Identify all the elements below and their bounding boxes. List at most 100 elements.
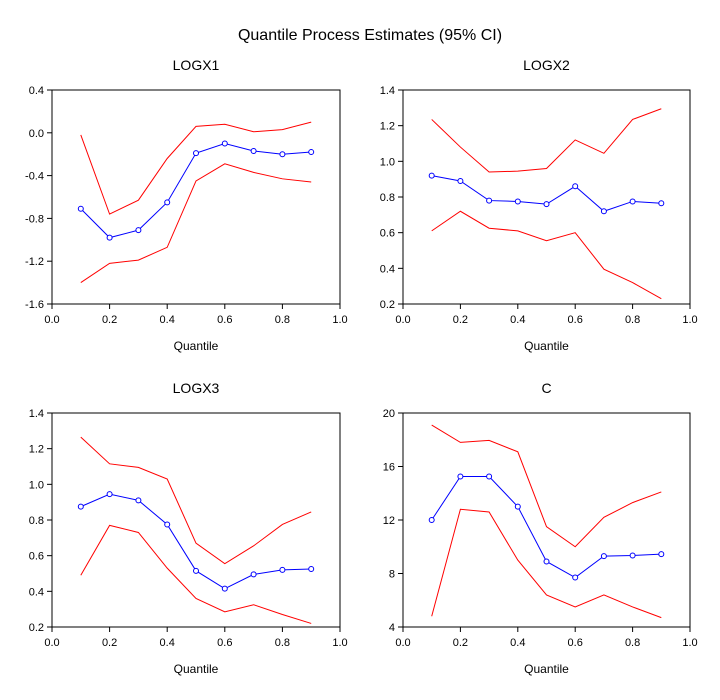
x-tick-label: 0.6 [568,637,583,649]
y-tick-label: 4 [389,622,395,634]
estimate-point [193,150,199,157]
x-tick-label: 0.2 [453,314,468,326]
y-tick-label: 1.4 [29,408,44,420]
x-tick-label: 0.4 [160,314,175,326]
x-tick-label: 0.0 [395,314,410,326]
panel-logx1: LOGX1 Quantile 0.0 0.2 0.4 0.6 0.8 1.0 -1.6 -1.2 -… [25,57,348,353]
y-tick-label: 0.8 [29,515,44,527]
x-tick-label: 0.0 [44,637,59,649]
y-tick-label: 0.0 [29,128,44,140]
panel-title: LOGX1 [173,57,220,73]
x-tick-label: 0.8 [625,637,640,649]
estimate-point [543,558,550,565]
estimate-point [428,172,435,179]
x-tick-label: 0.6 [217,637,232,649]
x-tick-label: 0.4 [510,314,525,326]
estimate-point [164,199,171,206]
y-tick-label: 0.4 [380,263,395,275]
panel-title: LOGX3 [173,380,220,396]
estimate-point [77,205,84,212]
upper-line [80,436,312,565]
estimate-point [658,551,665,558]
upper-line [431,108,662,173]
y-tick-label: 16 [383,462,395,474]
y-tick-label: 0.6 [380,228,395,240]
estimate-point [193,567,199,574]
estimate-point [106,491,113,498]
estimate-point [658,200,665,207]
upper-line [80,121,312,215]
x-axis-label: Quantile [524,662,569,676]
x-tick-label: 1.0 [682,314,697,326]
estimate-point [514,198,521,205]
estimate-point [106,234,113,241]
estimate-point [279,566,286,573]
x-tick-label: 0.6 [217,314,232,326]
panel-title: C [541,380,551,396]
estimate-point [457,177,464,184]
panel-title: LOGX2 [523,57,570,73]
x-axis-label: Quantile [524,339,569,353]
lower-line [80,163,312,284]
estimate-point [600,208,607,215]
panel-c: C Quantile 0.0 0.2 0.4 0.6 0.8 1.0 4 8 12 16 20 [383,380,698,676]
estimate-point [250,571,257,578]
x-tick-label: 0.6 [568,314,583,326]
estimate-point [600,553,607,560]
estimate-point [514,503,521,510]
estimate-point [221,585,228,592]
x-tick-label: 0.8 [275,637,290,649]
upper-line [431,424,662,548]
estimate-point [135,227,142,234]
estimate-line [80,493,312,590]
lower-line [431,210,662,300]
y-tick-label: 0.4 [29,586,44,598]
plot-frame [402,89,691,305]
y-tick-label: 0.4 [29,85,44,97]
y-tick-label: -0.4 [25,171,44,183]
estimate-point [486,197,493,204]
x-axis-label: Quantile [174,339,219,353]
estimate-point [308,149,315,156]
x-tick-label: 0.2 [102,637,117,649]
y-tick-label: 12 [383,515,395,527]
x-tick-label: 1.0 [332,314,347,326]
y-tick-label: 1.4 [380,85,395,97]
y-tick-label: 1.0 [29,479,44,491]
x-tick-label: 0.8 [625,314,640,326]
estimate-point [457,473,464,480]
estimate-point [250,147,257,154]
x-tick-label: 1.0 [332,637,347,649]
estimate-point [77,503,84,510]
estimate-line [80,142,312,239]
estimate-point [572,574,579,581]
y-tick-label: 20 [383,408,395,420]
estimate-point [572,183,579,190]
x-tick-label: 0.8 [275,314,290,326]
estimate-point [135,497,142,504]
x-tick-label: 0.2 [102,314,117,326]
y-tick-label: 1.2 [29,444,44,456]
estimate-point [164,521,171,528]
y-tick-label: 1.0 [380,156,395,168]
lower-line [431,508,662,619]
x-tick-label: 0.4 [510,637,525,649]
estimate-point [629,198,636,205]
estimate-point [221,140,228,147]
y-tick-label: 0.6 [29,551,44,563]
y-tick-label: 8 [389,569,395,581]
x-tick-label: 0.0 [395,637,410,649]
estimate-point [486,473,493,480]
estimate-point [629,552,636,559]
y-tick-label: -1.2 [25,256,44,268]
x-tick-label: 1.0 [682,637,697,649]
y-tick-label: -1.6 [25,299,44,311]
y-tick-label: 0.8 [380,192,395,204]
x-tick-label: 0.2 [453,637,468,649]
x-axis-label: Quantile [174,662,219,676]
lower-line [80,524,312,624]
y-tick-label: 0.2 [380,299,395,311]
